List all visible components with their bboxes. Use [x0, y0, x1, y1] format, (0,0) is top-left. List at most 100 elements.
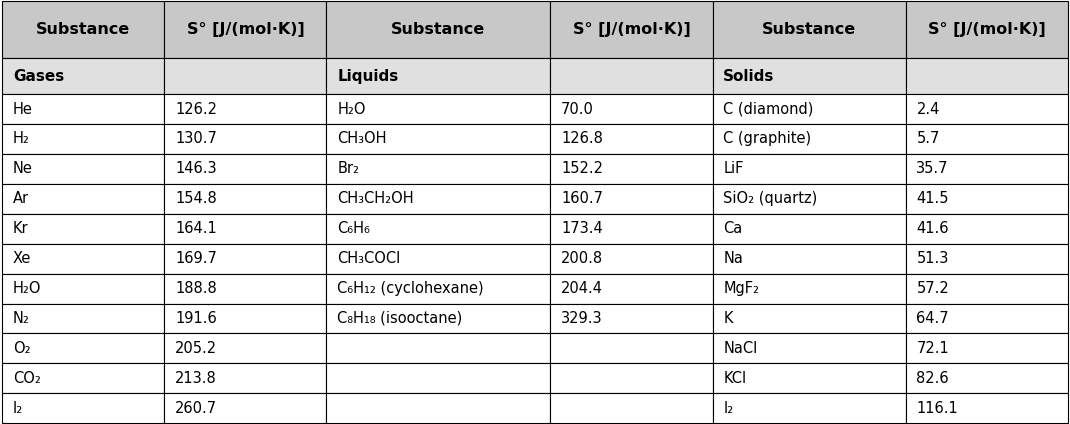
Bar: [550, 393, 713, 423]
Text: H₂: H₂: [13, 131, 30, 147]
Bar: [713, 333, 905, 363]
Bar: [165, 304, 326, 333]
Text: C (graphite): C (graphite): [723, 131, 811, 147]
Bar: [165, 58, 326, 94]
Bar: [165, 333, 326, 363]
Text: He: He: [13, 102, 33, 117]
Text: CH₃OH: CH₃OH: [337, 131, 386, 147]
Text: 329.3: 329.3: [561, 311, 602, 326]
Bar: [550, 58, 713, 94]
Bar: [550, 273, 713, 304]
Text: 152.2: 152.2: [561, 162, 603, 176]
Bar: [713, 244, 905, 273]
Bar: [713, 393, 905, 423]
Text: H₂O: H₂O: [337, 102, 366, 117]
Bar: [326, 304, 550, 333]
Text: N₂: N₂: [13, 311, 30, 326]
Text: 188.8: 188.8: [175, 281, 217, 296]
Bar: [905, 58, 1068, 94]
Text: Xe: Xe: [13, 251, 31, 266]
Bar: [2, 184, 165, 214]
Text: I₂: I₂: [13, 401, 24, 416]
Bar: [165, 94, 326, 124]
Bar: [326, 244, 550, 273]
Bar: [326, 94, 550, 124]
Bar: [550, 304, 713, 333]
Text: K: K: [723, 311, 733, 326]
Bar: [326, 333, 550, 363]
Bar: [713, 154, 905, 184]
Text: 70.0: 70.0: [561, 102, 594, 117]
Bar: [905, 1, 1068, 58]
Text: 260.7: 260.7: [175, 401, 217, 416]
Text: 5.7: 5.7: [916, 131, 939, 147]
Text: CH₃CH₂OH: CH₃CH₂OH: [337, 191, 414, 206]
Text: 205.2: 205.2: [175, 341, 217, 356]
Bar: [905, 154, 1068, 184]
Text: 41.5: 41.5: [916, 191, 949, 206]
Text: 160.7: 160.7: [561, 191, 603, 206]
Text: Ca: Ca: [723, 221, 743, 236]
Bar: [713, 363, 905, 393]
Text: 164.1: 164.1: [175, 221, 217, 236]
Bar: [2, 154, 165, 184]
Bar: [905, 244, 1068, 273]
Bar: [713, 214, 905, 244]
Bar: [2, 333, 165, 363]
Text: 213.8: 213.8: [175, 371, 217, 386]
Bar: [165, 363, 326, 393]
Text: C₆H₆: C₆H₆: [337, 221, 370, 236]
Text: 173.4: 173.4: [561, 221, 602, 236]
Bar: [550, 244, 713, 273]
Text: 35.7: 35.7: [916, 162, 949, 176]
Text: 200.8: 200.8: [561, 251, 603, 266]
Text: Substance: Substance: [762, 22, 856, 37]
Bar: [2, 94, 165, 124]
Bar: [2, 363, 165, 393]
Bar: [550, 184, 713, 214]
Bar: [2, 273, 165, 304]
Bar: [713, 124, 905, 154]
Text: 154.8: 154.8: [175, 191, 217, 206]
Text: Solids: Solids: [723, 69, 775, 84]
Text: 72.1: 72.1: [916, 341, 949, 356]
Bar: [550, 94, 713, 124]
Bar: [165, 124, 326, 154]
Bar: [2, 58, 165, 94]
Bar: [2, 244, 165, 273]
Bar: [326, 1, 550, 58]
Bar: [713, 304, 905, 333]
Bar: [550, 363, 713, 393]
Bar: [713, 58, 905, 94]
Bar: [713, 184, 905, 214]
Bar: [905, 214, 1068, 244]
Bar: [550, 124, 713, 154]
Bar: [326, 214, 550, 244]
Text: Ne: Ne: [13, 162, 33, 176]
Text: C₆H₁₂ (cyclohexane): C₆H₁₂ (cyclohexane): [337, 281, 484, 296]
Bar: [905, 94, 1068, 124]
Bar: [326, 363, 550, 393]
Text: SiO₂ (quartz): SiO₂ (quartz): [723, 191, 817, 206]
Bar: [165, 273, 326, 304]
Bar: [2, 304, 165, 333]
Text: 2.4: 2.4: [916, 102, 939, 117]
Text: CO₂: CO₂: [13, 371, 41, 386]
Bar: [326, 393, 550, 423]
Text: 82.6: 82.6: [916, 371, 949, 386]
Bar: [2, 1, 165, 58]
Bar: [905, 363, 1068, 393]
Text: Liquids: Liquids: [337, 69, 398, 84]
Text: MgF₂: MgF₂: [723, 281, 760, 296]
Bar: [550, 333, 713, 363]
Text: C₈H₁₈ (isooctane): C₈H₁₈ (isooctane): [337, 311, 462, 326]
Bar: [905, 333, 1068, 363]
Bar: [165, 184, 326, 214]
Bar: [905, 184, 1068, 214]
Text: Gases: Gases: [13, 69, 64, 84]
Bar: [550, 154, 713, 184]
Bar: [550, 1, 713, 58]
Text: CH₃COCl: CH₃COCl: [337, 251, 400, 266]
Text: 146.3: 146.3: [175, 162, 216, 176]
Text: 191.6: 191.6: [175, 311, 217, 326]
